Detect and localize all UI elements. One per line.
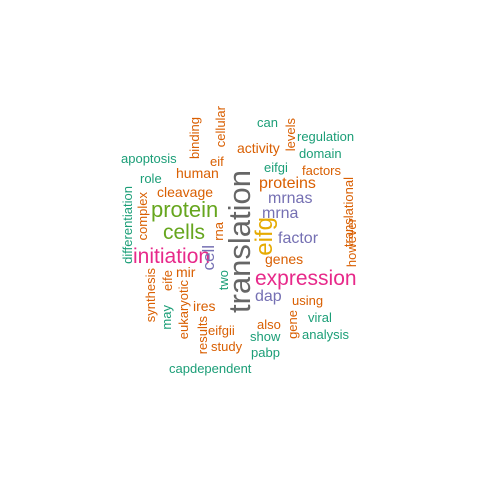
- word: eife: [160, 270, 175, 291]
- word: eukaryotic: [176, 280, 191, 340]
- word: ires: [193, 298, 216, 314]
- word: mrna: [262, 205, 299, 222]
- word: cellular: [213, 106, 228, 148]
- word: pabp: [251, 345, 280, 360]
- word: analysis: [302, 327, 349, 342]
- word: eifgii: [208, 323, 235, 338]
- word: may: [159, 305, 174, 330]
- word: cell: [199, 245, 218, 271]
- word: levels: [283, 118, 298, 152]
- word: cleavage: [157, 184, 214, 200]
- word: factors: [302, 163, 342, 178]
- word: binding: [187, 117, 202, 159]
- word: capdependent: [169, 361, 252, 376]
- word: protein: [151, 197, 219, 222]
- word: cells: [163, 221, 206, 244]
- word: proteins: [259, 175, 316, 192]
- word: viral: [308, 310, 332, 325]
- word: apoptosis: [121, 151, 177, 166]
- word: complex: [135, 192, 150, 241]
- word: mir: [176, 264, 196, 280]
- word: dap: [255, 288, 282, 305]
- word: domain: [299, 146, 342, 161]
- word: genes: [265, 251, 304, 267]
- word: expression: [255, 267, 357, 290]
- word: show: [250, 329, 281, 344]
- word: initiation: [133, 245, 211, 268]
- word: however: [344, 218, 359, 268]
- word: study: [211, 339, 243, 354]
- word: synthesis: [143, 268, 158, 323]
- word: regulation: [297, 129, 355, 144]
- word: can: [257, 115, 278, 130]
- word: eif: [210, 154, 224, 169]
- word: activity: [237, 140, 280, 156]
- word: gene: [285, 310, 300, 339]
- word: also: [257, 317, 281, 332]
- word: role: [140, 171, 162, 186]
- word: rna: [211, 222, 226, 241]
- word: eifgi: [264, 160, 288, 175]
- word: eifg: [251, 217, 278, 256]
- word: using: [292, 293, 324, 308]
- word: two: [216, 270, 231, 291]
- word: factor: [278, 230, 319, 247]
- word: human: [176, 165, 219, 181]
- word: mrnas: [268, 190, 313, 207]
